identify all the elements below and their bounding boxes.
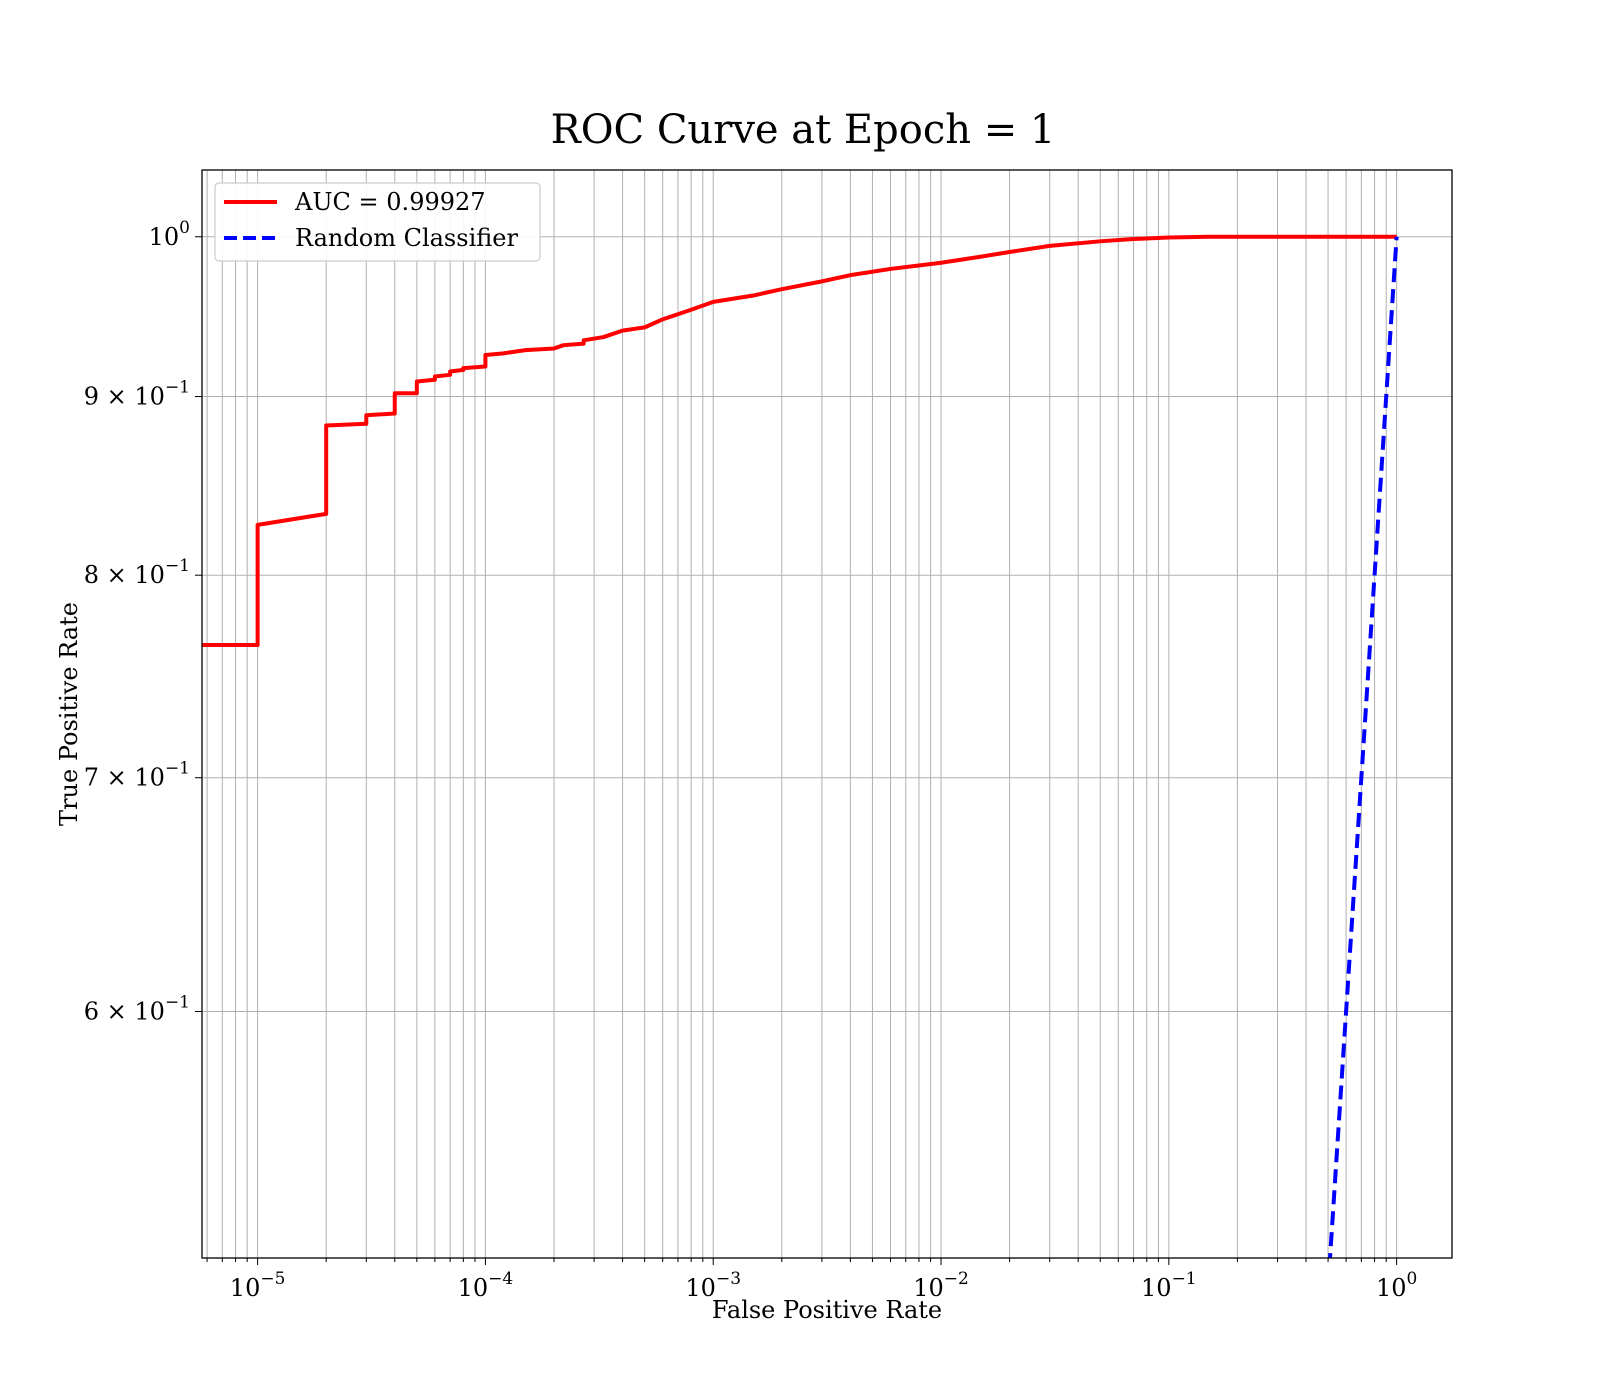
x-tick-label: 10−4 (458, 1269, 514, 1302)
x-axis-ticks: 10−5 10−4 10−3 10−2 10−1 100 (230, 1269, 1418, 1302)
x-tick-label: 10−2 (913, 1269, 969, 1302)
x-tick-label: 10−5 (230, 1269, 286, 1302)
y-tick-label: 7 × 10−1 (84, 759, 190, 792)
y-tick-label: 9 × 10−1 (84, 378, 190, 411)
random-classifier-line (1328, 236, 1399, 1258)
x-tick-label: 10−3 (685, 1269, 741, 1302)
y-tick-label: 8 × 10−1 (84, 556, 190, 589)
legend-label-auc: AUC = 0.99927 (294, 188, 486, 216)
roc-curve-line (202, 234, 1397, 648)
chart-title: ROC Curve at Epoch = 1 (551, 107, 1056, 153)
legend-label-random: Random Classifier (295, 224, 518, 252)
x-axis-label: False Positive Rate (712, 1296, 942, 1324)
y-axis-ticks: 100 9 × 10−1 8 × 10−1 7 × 10−1 6 × 10−1 (84, 218, 190, 1026)
grid-lines (195, 170, 1452, 1265)
x-tick-label: 100 (1376, 1269, 1417, 1302)
legend: AUC = 0.99927 Random Classifier (214, 182, 541, 262)
x-tick-label: 10−1 (1141, 1269, 1197, 1302)
y-tick-label: 100 (149, 218, 190, 251)
y-axis-label: True Positive Rate (55, 602, 83, 826)
y-tick-label: 6 × 10−1 (84, 993, 190, 1026)
series-group (202, 234, 1399, 1258)
plot-frame (201, 169, 1453, 1259)
legend-box (214, 182, 541, 262)
